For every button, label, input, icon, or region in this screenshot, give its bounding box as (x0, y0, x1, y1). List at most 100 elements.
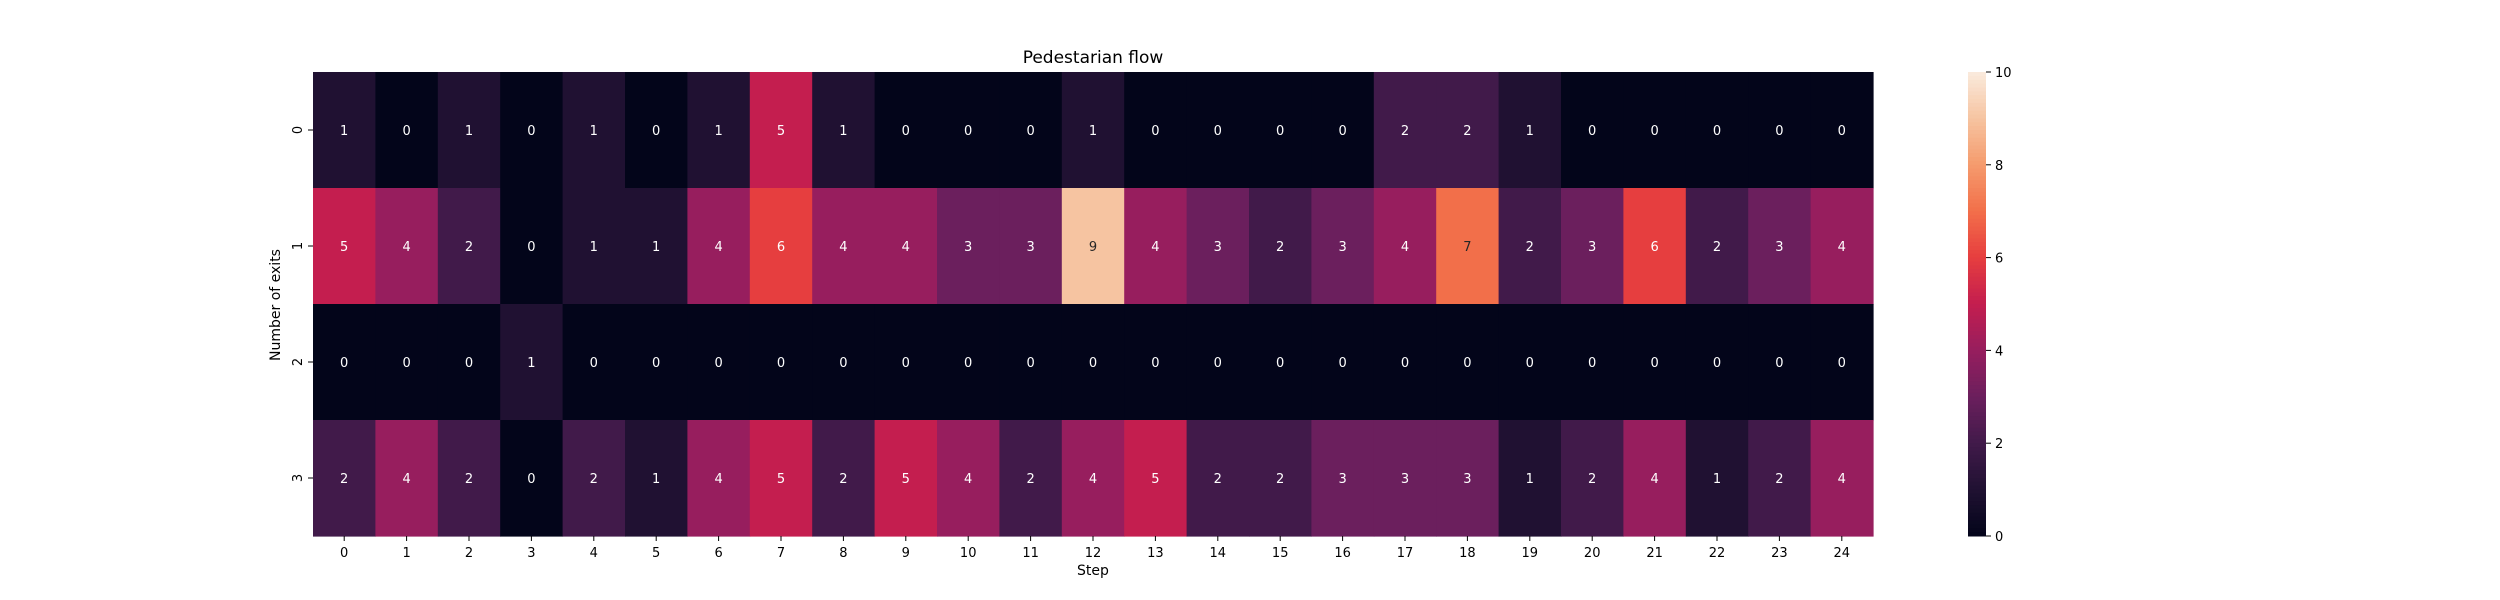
heatmap-cell (1311, 304, 1375, 421)
x-tick-label: 15 (1272, 546, 1289, 561)
colorbar-segment (1968, 292, 1986, 297)
cell-value-label: 0 (1276, 124, 1284, 139)
colorbar-segment (1968, 439, 1986, 444)
colorbar-segment (1968, 164, 1986, 170)
heatmap-cell (812, 304, 876, 421)
heatmap-cell (1748, 420, 1812, 537)
colorbar-segment (1968, 327, 1986, 332)
heatmap-cell (1623, 72, 1687, 189)
heatmap-cell (937, 188, 1000, 305)
colorbar-segment (1968, 392, 1986, 398)
colorbar-segment (1968, 230, 1986, 235)
cell-value-label: 7 (1463, 240, 1471, 255)
cell-value-label: 1 (1713, 472, 1721, 487)
cell-value-label: 1 (839, 124, 847, 139)
colorbar-segment (1968, 153, 1986, 158)
cell-value-label: 3 (1401, 472, 1409, 487)
colorbar-segment (1968, 338, 1986, 344)
heatmap-cell (500, 72, 564, 189)
heatmap-cell (1748, 304, 1812, 421)
colorbar-segment (1968, 427, 1986, 433)
colorbar-segment (1968, 423, 1986, 429)
colorbar-segment (1968, 296, 1986, 301)
colorbar-segment (1968, 110, 1986, 116)
colorbar-segment (1968, 377, 1986, 382)
heatmap-cell (1685, 188, 1749, 305)
cell-value-label: 0 (1463, 356, 1471, 371)
colorbar-segment (1968, 516, 1986, 522)
cell-value-label: 0 (902, 356, 910, 371)
colorbar-tick-label: 10 (1995, 66, 2012, 81)
heatmap-cell (1561, 420, 1624, 537)
cell-value-label: 3 (964, 240, 972, 255)
colorbar-tick-label: 0 (1995, 530, 2003, 545)
cell-value-label: 0 (465, 356, 473, 371)
cell-value-label: 0 (964, 124, 972, 139)
heatmap-cell (1748, 72, 1812, 189)
colorbar-segment (1968, 485, 1986, 491)
colorbar-segment (1968, 532, 1986, 537)
colorbar-segment (1968, 207, 1986, 212)
colorbar-segment (1968, 284, 1986, 290)
heatmap-cell (749, 72, 813, 189)
cell-value-label: 3 (1463, 472, 1471, 487)
colorbar-segment (1968, 435, 1986, 440)
cell-value-label: 2 (465, 472, 473, 487)
heatmap-cell (1124, 304, 1188, 421)
colorbar-segment (1968, 176, 1986, 181)
colorbar-segment (1968, 528, 1986, 533)
y-tick-label: 3 (291, 474, 306, 482)
heatmap-cell (1311, 72, 1375, 189)
colorbar-segment (1968, 257, 1986, 262)
heatmap-cell (500, 420, 564, 537)
heatmap-cell (625, 72, 688, 189)
heatmap-cell (687, 420, 751, 537)
colorbar-segment (1968, 130, 1986, 135)
colorbar-segment (1968, 300, 1986, 305)
cell-value-label: 0 (527, 124, 535, 139)
colorbar-segment (1968, 311, 1986, 317)
heatmap-cell (500, 188, 564, 305)
cell-value-label: 4 (1089, 472, 1097, 487)
cell-value-label: 1 (340, 124, 348, 139)
colorbar-segment (1968, 180, 1986, 185)
colorbar-segment (1968, 249, 1986, 255)
colorbar-segment (1968, 474, 1986, 479)
heatmap-cell (874, 188, 938, 305)
colorbar-segment (1968, 79, 1986, 85)
colorbar-segment (1968, 497, 1986, 502)
colorbar-segment (1968, 288, 1986, 293)
heatmap-cell (874, 72, 938, 189)
colorbar-segment (1968, 323, 1986, 328)
colorbar-segment (1968, 447, 1986, 452)
heatmap-cell (1186, 304, 1250, 421)
y-axis-ticks: 0 1 2 3 (291, 126, 313, 482)
heatmap-cell (625, 304, 688, 421)
colorbar-segment (1968, 122, 1986, 127)
colorbar-segment (1968, 524, 1986, 529)
cell-value-label: 3 (1775, 240, 1783, 255)
heatmap-cell (812, 420, 876, 537)
heatmap-cell (937, 420, 1000, 537)
heatmap-cell (1810, 72, 1874, 189)
cell-value-label: 2 (1588, 472, 1596, 487)
cell-value-label: 1 (527, 356, 535, 371)
heatmap-cell (1623, 304, 1687, 421)
cell-value-label: 2 (1713, 240, 1721, 255)
colorbar-segment (1968, 246, 1986, 251)
colorbar-segment (1968, 443, 1986, 448)
x-tick-label: 21 (1646, 546, 1663, 561)
colorbar-segment (1968, 149, 1986, 154)
colorbar-segment (1968, 319, 1986, 324)
x-tick-label: 4 (590, 546, 598, 561)
cell-value-label: 4 (902, 240, 910, 255)
heatmap-cell (1623, 420, 1687, 537)
colorbar-segment (1968, 505, 1986, 510)
heatmap-cell (1498, 304, 1562, 421)
cell-value-label: 5 (1151, 472, 1159, 487)
heatmap-cell (1124, 72, 1188, 189)
cell-value-label: 0 (652, 124, 660, 139)
heatmap-cell (687, 304, 751, 421)
cell-value-label: 0 (1713, 124, 1721, 139)
colorbar-tick-label: 4 (1995, 344, 2003, 359)
